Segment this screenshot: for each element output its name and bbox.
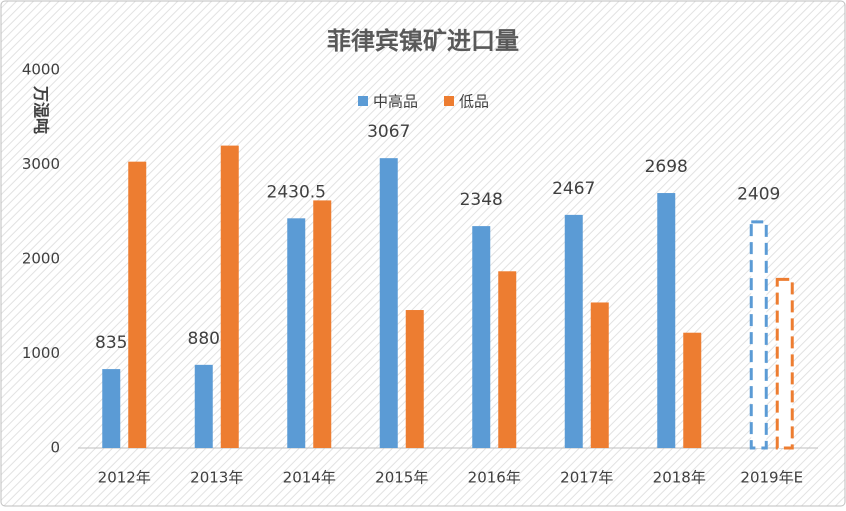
legend-swatch (358, 96, 368, 106)
bar (128, 161, 147, 449)
bar (405, 310, 424, 448)
bar (775, 277, 794, 450)
x-tick-label: 2018年 (653, 469, 706, 487)
y-tick-label: 3000 (22, 155, 60, 173)
legend-swatch (444, 96, 454, 106)
bar (472, 226, 491, 448)
data-label: 880 (188, 329, 220, 349)
bar (657, 193, 676, 448)
x-tick-label: 2016年 (468, 469, 521, 487)
y-tick-label: 4000 (22, 61, 60, 79)
bar (749, 220, 768, 450)
x-tick-label: 2012年 (98, 469, 151, 487)
y-tick-label: 1000 (22, 344, 60, 362)
bar (220, 145, 239, 448)
chart-title: 菲律宾镍矿进口量 (327, 27, 519, 55)
bar (498, 271, 517, 448)
data-label: 2409 (737, 184, 780, 204)
bar (564, 214, 583, 448)
x-tick-label: 2019年E (740, 469, 803, 487)
data-label: 2467 (552, 179, 595, 199)
y-tick-label: 0 (50, 439, 60, 457)
bar (590, 302, 609, 448)
bar (102, 369, 121, 448)
data-label: 2348 (460, 190, 503, 210)
y-tick-label: 2000 (22, 250, 60, 268)
x-tick-label: 2015年 (375, 469, 428, 487)
bar (194, 364, 213, 448)
legend-label: 低品 (459, 93, 489, 111)
y-axis-label: 万湿吨 (32, 85, 51, 134)
x-tick-label: 2013年 (190, 469, 243, 487)
bar (313, 200, 332, 448)
data-label: 2698 (645, 157, 688, 177)
data-label: 2430.5 (267, 182, 326, 202)
x-tick-label: 2014年 (283, 469, 336, 487)
bar (287, 218, 306, 448)
bar (683, 332, 702, 448)
data-label: 835 (95, 333, 127, 353)
legend-label: 中高品 (373, 93, 418, 111)
data-label: 3067 (367, 122, 410, 142)
bar (379, 158, 398, 448)
x-tick-label: 2017年 (560, 469, 613, 487)
